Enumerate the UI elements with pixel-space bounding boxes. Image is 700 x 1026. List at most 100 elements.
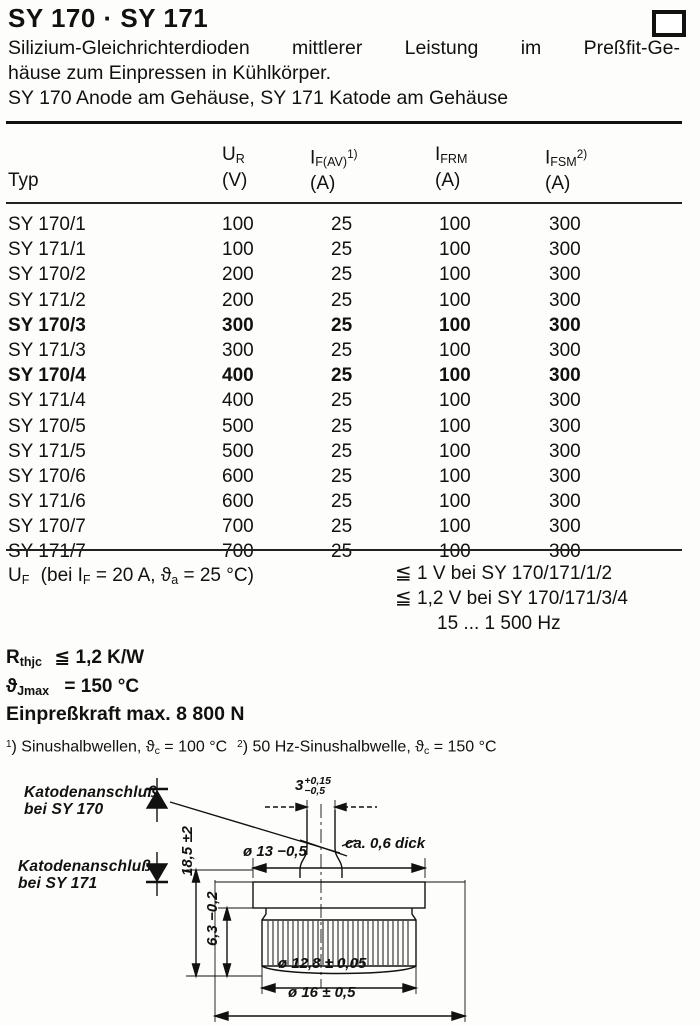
column-header-typ: Typ — [8, 170, 39, 191]
uf-limit-1: ≦ 1 V bei SY 170/171/1/2 — [395, 562, 613, 584]
cell-ifav: 25 — [331, 491, 353, 513]
cell-type: SY 171/6 — [8, 491, 86, 513]
uf-spec-label: UF (bei IF = 20 A, ϑa = 25 °C) — [8, 565, 254, 587]
cell-ifav: 25 — [331, 516, 353, 538]
uf-frequency-range: 15 ... 1 500 Hz — [437, 613, 561, 634]
cell-ifav: 25 — [331, 415, 353, 437]
table-row: SY 171/6 600 25 100 300 — [0, 489, 700, 514]
cell-type: SY 170/3 — [8, 314, 86, 336]
cell-ifrm: 100 — [439, 264, 471, 286]
table-row: SY 170/6 600 25 100 300 — [0, 464, 700, 489]
cell-ifav: 25 — [331, 465, 353, 487]
cell-ifrm: 100 — [439, 390, 471, 412]
dimension-total-height: 18,5 ±2 — [179, 826, 196, 876]
table-row: SY 170/5 500 25 100 300 — [0, 414, 700, 439]
cell-ifav: 25 — [331, 289, 353, 311]
table-row: SY 171/2 200 25 100 300 — [0, 288, 700, 313]
junction-temperature-spec: ϑJmax = 150 °C — [6, 676, 140, 698]
cell-ifsm: 300 — [549, 289, 581, 311]
less-equal-icon: ≦ — [395, 562, 412, 584]
cell-ur: 400 — [222, 365, 254, 387]
cell-ifrm: 100 — [439, 214, 471, 235]
cell-ifrm: 100 — [439, 339, 471, 361]
column-header-ifsm: IFSM2) (A) — [545, 147, 588, 195]
less-equal-icon: ≦ — [395, 587, 412, 609]
dimension-thickness: ca. 0,6 dick — [345, 835, 426, 852]
cell-ifsm: 300 — [549, 440, 581, 462]
cell-ur: 200 — [222, 264, 254, 286]
cell-ifsm: 300 — [549, 264, 581, 286]
cell-ifrm: 100 — [439, 465, 471, 487]
cell-type: SY 171/7 — [8, 541, 86, 563]
cell-type: SY 170/5 — [8, 415, 86, 437]
cell-ifsm: 300 — [549, 465, 581, 487]
cell-ur: 700 — [222, 516, 254, 538]
cell-ifsm: 300 — [549, 339, 581, 361]
cell-ur: 500 — [222, 415, 254, 437]
table-row: SY 171/4 400 25 100 300 — [0, 388, 700, 413]
cell-ur: 200 — [222, 289, 254, 311]
press-fit-force-spec: Einpreßkraft max. 8 800 N — [6, 703, 245, 725]
cell-ifsm: 300 — [549, 314, 581, 336]
cell-ifrm: 100 — [439, 491, 471, 513]
cell-ifsm: 300 — [549, 214, 581, 235]
cell-type: SY 171/4 — [8, 390, 86, 412]
drawing-svg — [145, 778, 468, 1022]
cell-ifrm: 100 — [439, 365, 471, 387]
cell-ifsm: 300 — [549, 390, 581, 412]
package-outline-drawing: Katodenanschluß bei SY 170 Katodenanschl… — [0, 760, 700, 1026]
cell-ifrm: 100 — [439, 289, 471, 311]
table-row: SY 170/3 300 25 100 300 — [0, 313, 700, 338]
table-row: SY 171/3 300 25 100 300 — [0, 338, 700, 363]
table-row: SY 171/1 100 25 100 300 — [0, 237, 700, 262]
cell-ifsm: 300 — [549, 415, 581, 437]
dimension-pin-width: 3 +0,15 −0,5 — [295, 775, 331, 797]
table-row: SY 170/7 700 25 100 300 — [0, 514, 700, 539]
cell-ur: 300 — [222, 339, 254, 361]
dimension-outer-diameter: ø 16 ± 0,5 — [288, 984, 356, 1001]
intro-line-1: Silizium-Gleichrichterdioden mittlerer L… — [8, 37, 680, 59]
column-header-ifrm: IFRM (A) — [435, 144, 468, 191]
cell-ifav: 25 — [331, 390, 353, 412]
cell-ur: 500 — [222, 440, 254, 462]
cell-ifav: 25 — [331, 314, 353, 336]
cell-ifrm: 100 — [439, 541, 471, 563]
cell-type: SY 170/6 — [8, 465, 86, 487]
intro-line-2: häuse zum Einpressen in Kühlkörper. — [8, 62, 332, 84]
rectangle-outline-icon — [652, 10, 686, 37]
cell-ur: 600 — [222, 491, 254, 513]
table-body: SY 170/1 100 25 100 300 SY 171/1 100 25 100 300 SY… — [0, 212, 700, 565]
dimension-knurl-diameter: ø 12,8 ± 0,05 — [278, 955, 367, 972]
cell-type: SY 171/3 — [8, 339, 86, 361]
cell-ifav: 25 — [331, 264, 353, 286]
column-header-ur: UR (V) — [222, 144, 248, 191]
footnotes: 1) Sinushalbwellen, ϑc = 100 °C 2) 50 Hz-… — [6, 738, 497, 757]
rule-table-bottom — [6, 549, 682, 551]
table-row: SY 170/2 200 25 100 300 — [0, 262, 700, 287]
cell-ur: 300 — [222, 314, 254, 336]
cell-ifsm: 300 — [549, 491, 581, 513]
cell-ifav: 25 — [331, 214, 353, 235]
table-row: SY 170/4 400 25 100 300 — [0, 363, 700, 388]
cell-ifav: 25 — [331, 239, 353, 261]
intro-text: Silizium-Gleichrichterdioden mittlerer L… — [8, 36, 680, 111]
thermal-resistance-spec: Rthjc ≦ 1,2 K/W — [6, 647, 145, 669]
cell-type: SY 170/4 — [8, 365, 86, 387]
cathode-label-sy171: Katodenanschluß bei SY 171 — [18, 858, 152, 892]
cell-ur: 700 — [222, 541, 254, 563]
cell-ifrm: 100 — [439, 415, 471, 437]
cell-ifsm: 300 — [549, 365, 581, 387]
table-header-row: Typ UR (V) IF(AV)1) (A) IFRM (A) IFSM2) … — [0, 140, 700, 202]
table-row: SY 171/7 700 25 100 300 — [0, 539, 700, 564]
uf-limit-2: ≦ 1,2 V bei SY 170/171/3/4 — [395, 587, 628, 609]
cell-ifav: 25 — [331, 541, 353, 563]
cell-ur: 100 — [222, 214, 254, 235]
cell-ifrm: 100 — [439, 239, 471, 261]
cell-ifrm: 100 — [439, 516, 471, 538]
cell-type: SY 170/7 — [8, 516, 86, 538]
cell-type: SY 170/1 — [8, 214, 86, 235]
cell-ifsm: 300 — [549, 516, 581, 538]
dimension-flange-diameter: ø 13 −0,5 — [243, 843, 307, 860]
cell-ifsm: 300 — [549, 541, 581, 563]
